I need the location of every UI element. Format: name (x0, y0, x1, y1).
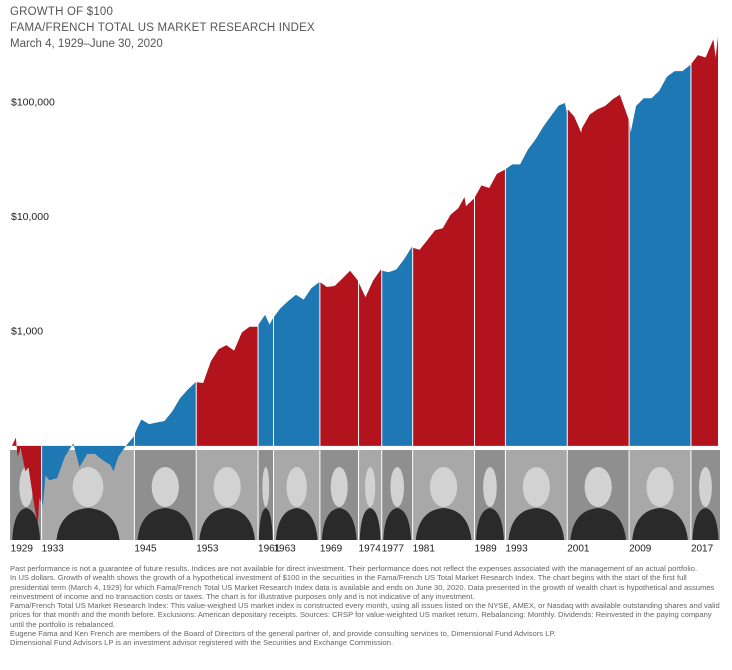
x-tick-label: 1945 (134, 544, 157, 555)
portrait-head (522, 467, 550, 507)
x-tick-label: 1981 (413, 544, 436, 555)
portrait-body (359, 508, 381, 540)
y-tick-label: $10,000 (11, 211, 49, 223)
portrait-body (137, 508, 194, 540)
x-tick-label: 1969 (320, 544, 343, 555)
x-tick-label: 1929 (11, 544, 34, 555)
portrait-body (275, 508, 318, 540)
x-tick-label: 1933 (42, 544, 65, 555)
portrait-head (330, 467, 348, 507)
portrait-body (415, 508, 472, 540)
portrait-body (56, 508, 120, 540)
portrait-body (476, 508, 504, 540)
x-tick-label: 2017 (691, 544, 714, 555)
portrait-head (483, 467, 497, 507)
portrait-head (286, 467, 307, 507)
portrait-body (692, 508, 719, 540)
x-tick-label: 1993 (505, 544, 528, 555)
portrait-head (151, 467, 179, 507)
portrait-head (213, 467, 241, 507)
y-tick-label: $1,000 (11, 325, 43, 337)
portrait-head (429, 467, 458, 507)
growth-area (12, 36, 718, 526)
footnote: Dimensional Fund Advisors LP is an inves… (10, 638, 394, 648)
x-tick-label: 1974 (359, 544, 382, 555)
portrait-head (584, 467, 612, 507)
portrait-head (390, 467, 404, 507)
x-tick-label: 1989 (474, 544, 497, 555)
x-tick-label: 1953 (196, 544, 219, 555)
x-tick-label: 1961 (258, 544, 281, 555)
portrait-head (72, 467, 104, 507)
portrait-head (365, 467, 376, 507)
portrait-head (262, 467, 270, 507)
portrait-head (699, 467, 712, 507)
portrait-body (383, 508, 412, 540)
footnote: Past performance is not a guarantee of f… (10, 564, 698, 573)
portrait-body (570, 508, 627, 540)
period: March 4, 1929–June 30, 2020 (10, 38, 163, 50)
portrait-body (199, 508, 255, 540)
title: GROWTH OF $100 (10, 6, 114, 18)
portrait-body (12, 508, 41, 540)
footnote: Fama/French Total US Market Research Ind… (10, 601, 720, 629)
footnote: In US dollars. Growth of wealth shows th… (10, 573, 715, 601)
portrait-body (258, 508, 273, 540)
portrait-body (508, 508, 565, 540)
y-tick-label: $100,000 (11, 97, 55, 109)
x-tick-label: 2009 (629, 544, 652, 555)
x-tick-label: 2001 (567, 544, 590, 555)
portrait-body (321, 508, 357, 540)
x-tick-label: 1963 (274, 544, 297, 555)
portrait-head (646, 467, 674, 507)
portrait-head (19, 467, 33, 507)
x-tick-label: 1977 (382, 544, 405, 555)
footnote: Eugene Fama and Ken French are members o… (10, 629, 556, 639)
portrait-body (632, 508, 688, 540)
subtitle: FAMA/FRENCH TOTAL US MARKET RESEARCH IND… (10, 22, 315, 34)
footnotes: Past performance is not a guarantee of f… (10, 564, 722, 648)
